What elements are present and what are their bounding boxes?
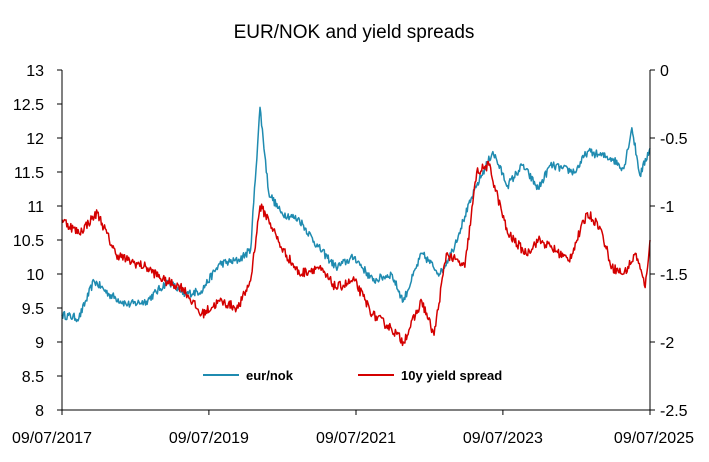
plot-lines (61, 106, 651, 347)
x-tick-label: 09/07/2021 (316, 430, 396, 447)
y-tick-label: 8 (35, 403, 44, 420)
y-tick-label: 10.5 (13, 233, 44, 250)
y-tick-label: 13 (26, 63, 44, 80)
x-tick-label: 09/07/2019 (169, 430, 249, 447)
y-tick-label: 8.5 (22, 369, 44, 386)
x-tick-label: 09/07/2023 (463, 430, 543, 447)
legend-label-0: eur/nok (246, 368, 294, 383)
y2-tick-label: 0 (660, 63, 669, 80)
y-tick-label: 9.5 (22, 301, 44, 318)
legend-label-1: 10y yield spread (401, 368, 502, 383)
y2-tick-label: -2 (660, 335, 674, 352)
y2-tick-label: -2.5 (660, 403, 688, 420)
axes: 13 12.5 12 11.5 11 10.5 10 9.5 9 8.5 8 0 -0.5 -1 -1.5 -… (12, 63, 694, 447)
y-tick-label: 12 (26, 131, 44, 148)
y2-tick-label: -1.5 (660, 267, 688, 284)
series-line-1 (61, 160, 651, 347)
y-tick-label: 11.5 (14, 165, 44, 182)
y-tick-label: 9 (35, 335, 44, 352)
y2-tick-label: -0.5 (660, 131, 688, 148)
chart-title: EUR/NOK and yield spreads (234, 22, 475, 43)
legend: eur/nok 10y yield spread (203, 368, 502, 383)
x-tick-label: 09/07/2025 (614, 430, 694, 447)
y2-tick-label: -1 (660, 199, 674, 216)
x-tick-label: 09/07/2017 (12, 430, 92, 447)
y-tick-label: 11 (27, 199, 44, 216)
y-tick-label: 12.5 (13, 97, 44, 114)
y-tick-label: 10 (26, 267, 44, 284)
series-line-0 (61, 106, 651, 323)
